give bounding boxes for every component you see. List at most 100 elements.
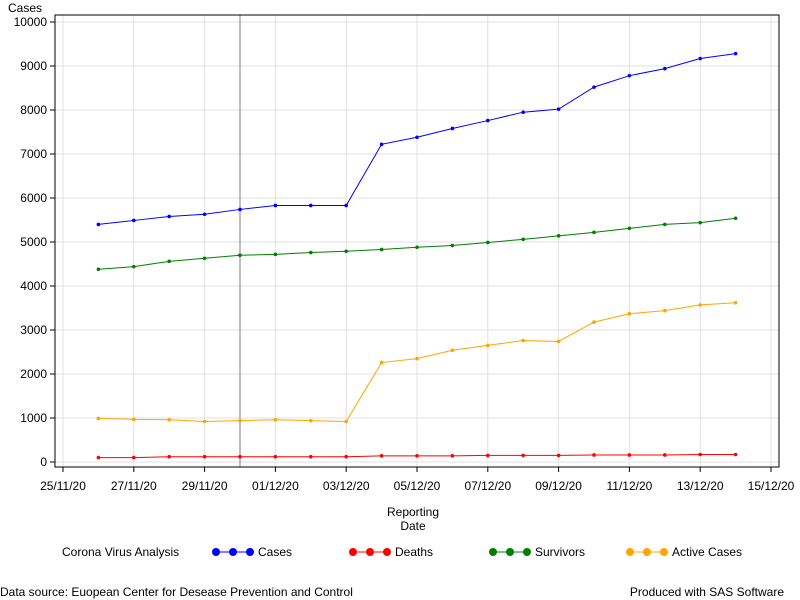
x-tick-label: 27/11/20 bbox=[111, 479, 157, 493]
y-tick-label: 6000 bbox=[20, 191, 47, 205]
data-point-active-cases bbox=[309, 418, 313, 423]
y-tick-label: 8000 bbox=[20, 103, 47, 117]
data-point-cases bbox=[556, 107, 561, 111]
data-point-active-cases bbox=[96, 416, 101, 421]
data-point-cases bbox=[238, 207, 242, 212]
data-point-deaths bbox=[486, 453, 490, 458]
legend-marker bbox=[643, 548, 651, 556]
data-point-active-cases bbox=[521, 338, 525, 343]
series-survivors bbox=[96, 216, 738, 272]
data-point-cases bbox=[698, 56, 702, 61]
data-point-deaths bbox=[592, 453, 596, 457]
y-tick-label: 2000 bbox=[20, 367, 47, 381]
data-point-survivors bbox=[96, 267, 101, 272]
data-point-active-cases bbox=[698, 303, 702, 307]
legend-label: Survivors bbox=[535, 545, 585, 559]
series-active-cases bbox=[96, 300, 738, 424]
data-point-active-cases bbox=[344, 419, 349, 424]
data-point-active-cases bbox=[450, 348, 455, 353]
data-point-deaths bbox=[627, 453, 632, 457]
data-point-survivors bbox=[521, 237, 525, 242]
data-point-cases bbox=[96, 222, 101, 227]
y-tick-label: 4000 bbox=[20, 279, 47, 293]
data-point-deaths bbox=[415, 454, 419, 458]
data-point-survivors bbox=[344, 249, 349, 254]
data-point-active-cases bbox=[202, 419, 207, 424]
gridlines bbox=[55, 15, 779, 467]
data-point-survivors bbox=[309, 250, 313, 255]
legend-title: Corona Virus Analysis bbox=[62, 545, 179, 559]
data-point-deaths bbox=[167, 454, 171, 459]
data-point-active-cases bbox=[663, 308, 667, 313]
legend-item-cases: Cases bbox=[212, 545, 292, 559]
data-point-cases bbox=[379, 142, 384, 147]
data-point-active-cases bbox=[592, 320, 596, 324]
legend-marker bbox=[523, 548, 531, 556]
data-point-cases bbox=[415, 135, 419, 140]
data-point-deaths bbox=[202, 454, 207, 459]
data-point-deaths bbox=[132, 455, 136, 460]
legend-marker bbox=[349, 548, 357, 556]
data-point-deaths bbox=[521, 453, 525, 458]
data-point-survivors bbox=[379, 247, 384, 252]
data-point-cases bbox=[202, 212, 207, 217]
legend-marker bbox=[212, 548, 220, 556]
data-point-cases bbox=[663, 66, 667, 71]
data-point-survivors bbox=[273, 252, 278, 257]
data-point-cases bbox=[627, 73, 632, 78]
data-point-active-cases bbox=[486, 343, 490, 348]
data-point-deaths bbox=[273, 454, 278, 459]
legend-marker bbox=[626, 548, 634, 556]
data-point-cases bbox=[273, 203, 278, 208]
x-tick-label: 15/12/20 bbox=[748, 479, 795, 493]
y-tick-label: 3000 bbox=[20, 323, 47, 337]
data-point-survivors bbox=[663, 222, 667, 227]
data-point-survivors bbox=[202, 256, 207, 261]
data-point-active-cases bbox=[733, 300, 738, 305]
legend-item-deaths: Deaths bbox=[349, 545, 433, 559]
series-deaths bbox=[96, 452, 738, 460]
data-point-active-cases bbox=[627, 311, 632, 316]
footnote-left: Data source: Euopean Center for Desease … bbox=[0, 585, 353, 599]
data-point-survivors bbox=[486, 240, 490, 245]
data-point-survivors bbox=[167, 259, 171, 264]
x-tick-label: 11/12/20 bbox=[606, 479, 652, 493]
data-point-deaths bbox=[309, 454, 313, 459]
x-tick-label: 05/12/20 bbox=[394, 479, 441, 493]
legend-label: Deaths bbox=[395, 545, 433, 559]
y-axis-title: Cases bbox=[8, 1, 42, 15]
x-tick-label: 03/12/20 bbox=[323, 479, 370, 493]
x-axis: 25/11/20 27/11/20 29/11/20 01/12/20 03/12/20… bbox=[40, 467, 795, 493]
data-point-deaths bbox=[733, 452, 738, 457]
data-point-survivors bbox=[415, 245, 419, 250]
data-point-survivors bbox=[132, 264, 136, 269]
data-point-active-cases bbox=[415, 356, 419, 361]
data-point-active-cases bbox=[273, 417, 278, 422]
legend-marker bbox=[489, 548, 497, 556]
data-point-cases bbox=[521, 110, 525, 114]
x-tick-label: 29/11/20 bbox=[182, 479, 228, 493]
series-lines bbox=[96, 51, 738, 460]
data-point-survivors bbox=[238, 253, 242, 257]
y-tick-label: 9000 bbox=[20, 59, 47, 73]
data-point-deaths bbox=[238, 454, 242, 459]
legend-label: Cases bbox=[258, 545, 292, 559]
data-point-active-cases bbox=[238, 418, 242, 423]
legend-marker bbox=[383, 548, 391, 556]
series-cases bbox=[96, 51, 738, 227]
y-tick-label: 7000 bbox=[20, 147, 47, 161]
data-point-active-cases bbox=[379, 360, 384, 365]
data-point-cases bbox=[167, 214, 171, 219]
x-tick-label: 13/12/20 bbox=[677, 479, 724, 493]
x-axis-title-line-1: Reporting bbox=[387, 505, 439, 519]
data-point-active-cases bbox=[556, 339, 561, 344]
data-point-deaths bbox=[663, 453, 667, 457]
data-point-survivors bbox=[556, 234, 561, 238]
legend-marker bbox=[229, 548, 237, 556]
x-tick-label: 07/12/20 bbox=[464, 479, 511, 493]
y-axis: 0 1000 2000 3000 4000 5000 6000 7000 8000 9000 100… bbox=[14, 15, 55, 469]
data-point-deaths bbox=[344, 454, 349, 459]
legend-marker bbox=[366, 548, 374, 556]
legend-marker bbox=[660, 548, 668, 556]
